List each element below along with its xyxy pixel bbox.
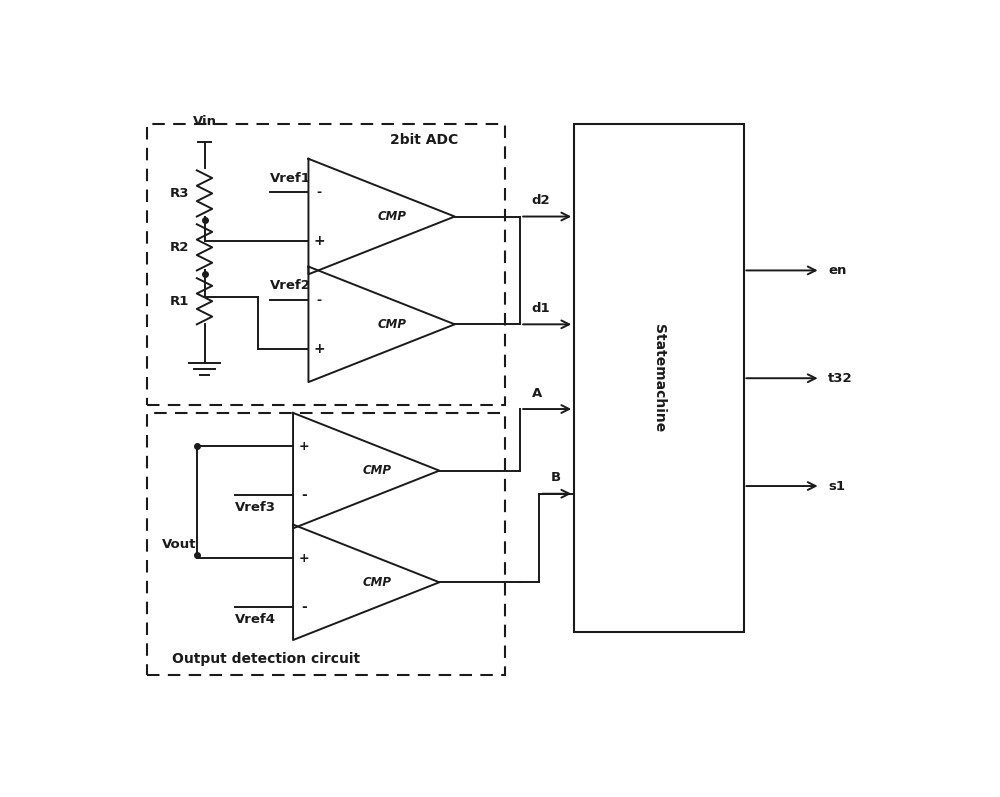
Text: Vref1: Vref1 xyxy=(270,171,311,185)
Text: -: - xyxy=(301,488,307,502)
Bar xyxy=(574,124,744,632)
Bar xyxy=(147,124,505,405)
Text: -: - xyxy=(301,599,307,614)
Text: CMP: CMP xyxy=(363,575,392,589)
Text: -: - xyxy=(317,293,322,307)
Text: CMP: CMP xyxy=(378,210,407,223)
Text: +: + xyxy=(313,234,325,248)
Text: +: + xyxy=(313,342,325,355)
Text: CMP: CMP xyxy=(378,318,407,331)
Text: t32: t32 xyxy=(828,371,853,385)
Text: Vin: Vin xyxy=(192,115,216,128)
Text: Output detection circuit: Output detection circuit xyxy=(172,652,360,666)
Bar xyxy=(147,413,505,675)
Text: B: B xyxy=(551,472,561,485)
Text: +: + xyxy=(299,440,309,453)
Text: A: A xyxy=(532,387,542,400)
Text: R1: R1 xyxy=(170,295,189,308)
Text: Vref4: Vref4 xyxy=(235,613,276,626)
Text: d1: d1 xyxy=(532,302,550,315)
Text: R3: R3 xyxy=(170,187,189,200)
Text: R2: R2 xyxy=(170,241,189,253)
Text: 2bit ADC: 2bit ADC xyxy=(390,132,458,147)
Text: s1: s1 xyxy=(828,480,845,493)
Text: +: + xyxy=(299,552,309,564)
Text: Vref3: Vref3 xyxy=(235,501,276,514)
Text: -: - xyxy=(317,186,322,198)
Text: Vref2: Vref2 xyxy=(270,280,311,292)
Text: en: en xyxy=(828,264,847,277)
Text: d2: d2 xyxy=(532,194,550,207)
Text: Statemachine: Statemachine xyxy=(652,324,666,432)
Text: Vout: Vout xyxy=(162,539,197,552)
Text: CMP: CMP xyxy=(363,464,392,477)
